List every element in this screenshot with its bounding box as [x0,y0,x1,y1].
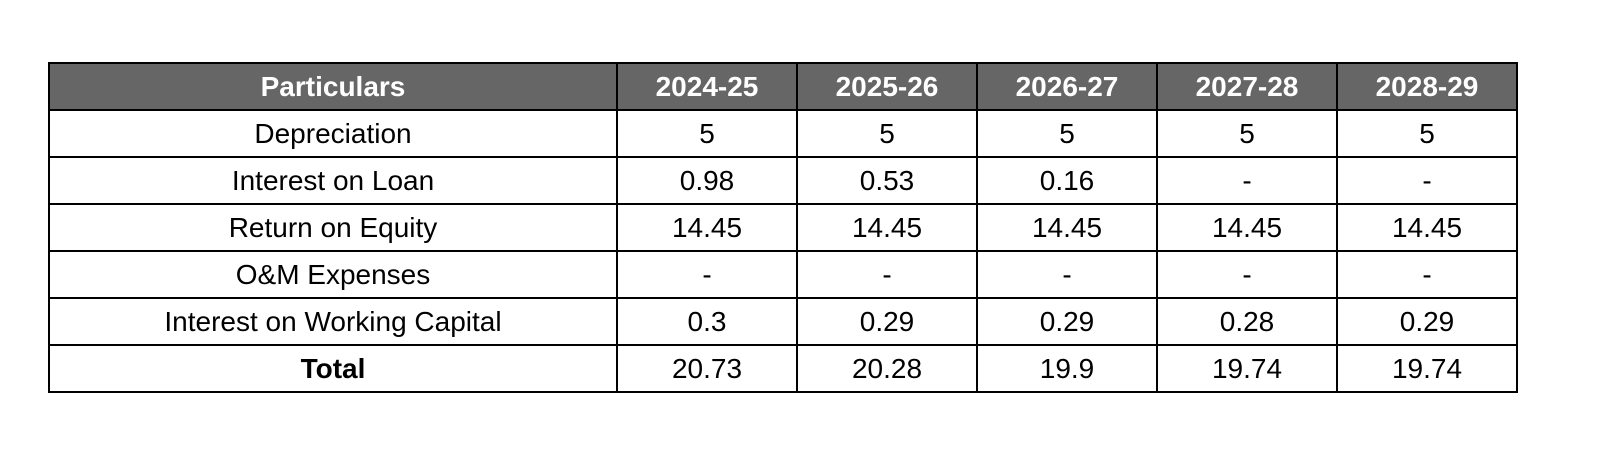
header-row: Particulars 2024-25 2025-26 2026-27 2027… [48,62,1518,111]
table-cell: 20.28 [796,344,978,393]
table-cell: - [616,250,798,299]
table-cell: - [1336,156,1518,205]
table-cell: 5 [976,109,1158,158]
header-cell-year: 2027-28 [1156,62,1338,111]
row-label: Interest on Working Capital [48,297,618,346]
table-cell: 0.29 [796,297,978,346]
header-cell-year: 2028-29 [1336,62,1518,111]
table-cell: 5 [1156,109,1338,158]
table-cell: 14.45 [1156,203,1338,252]
table-row: Interest on Loan 0.98 0.53 0.16 - - [48,156,1518,205]
table-cell: 0.29 [1336,297,1518,346]
table-cell: 5 [1336,109,1518,158]
table-cell: 0.29 [976,297,1158,346]
table-cell: 0.16 [976,156,1158,205]
table-cell: 0.53 [796,156,978,205]
table-cell: - [976,250,1158,299]
table-cell: 14.45 [796,203,978,252]
total-label: Total [48,344,618,393]
table-cell: 0.28 [1156,297,1338,346]
table-cell: 0.98 [616,156,798,205]
table-row: O&M Expenses - - - - - [48,250,1518,299]
header-cell-particulars: Particulars [48,62,618,111]
table-cell: 19.74 [1156,344,1338,393]
table-cell: 0.3 [616,297,798,346]
table-container: Particulars 2024-25 2025-26 2026-27 2027… [48,62,1518,393]
table-row: Depreciation 5 5 5 5 5 [48,109,1518,158]
table-cell: - [1156,250,1338,299]
table-row: Return on Equity 14.45 14.45 14.45 14.45… [48,203,1518,252]
table-cell: 14.45 [616,203,798,252]
row-label: O&M Expenses [48,250,618,299]
table-cell: 19.9 [976,344,1158,393]
row-label: Return on Equity [48,203,618,252]
table-cell: 5 [616,109,798,158]
table-cell: 14.45 [976,203,1158,252]
table-cell: - [796,250,978,299]
tariff-table: Particulars 2024-25 2025-26 2026-27 2027… [48,62,1518,393]
header-cell-year: 2026-27 [976,62,1158,111]
table-row: Interest on Working Capital 0.3 0.29 0.2… [48,297,1518,346]
row-label: Depreciation [48,109,618,158]
table-cell: 14.45 [1336,203,1518,252]
header-cell-year: 2024-25 [616,62,798,111]
table-cell: 5 [796,109,978,158]
table-cell: 20.73 [616,344,798,393]
table-cell: - [1336,250,1518,299]
table-cell: - [1156,156,1338,205]
row-label: Interest on Loan [48,156,618,205]
header-cell-year: 2025-26 [796,62,978,111]
total-row: Total 20.73 20.28 19.9 19.74 19.74 [48,344,1518,393]
table-cell: 19.74 [1336,344,1518,393]
